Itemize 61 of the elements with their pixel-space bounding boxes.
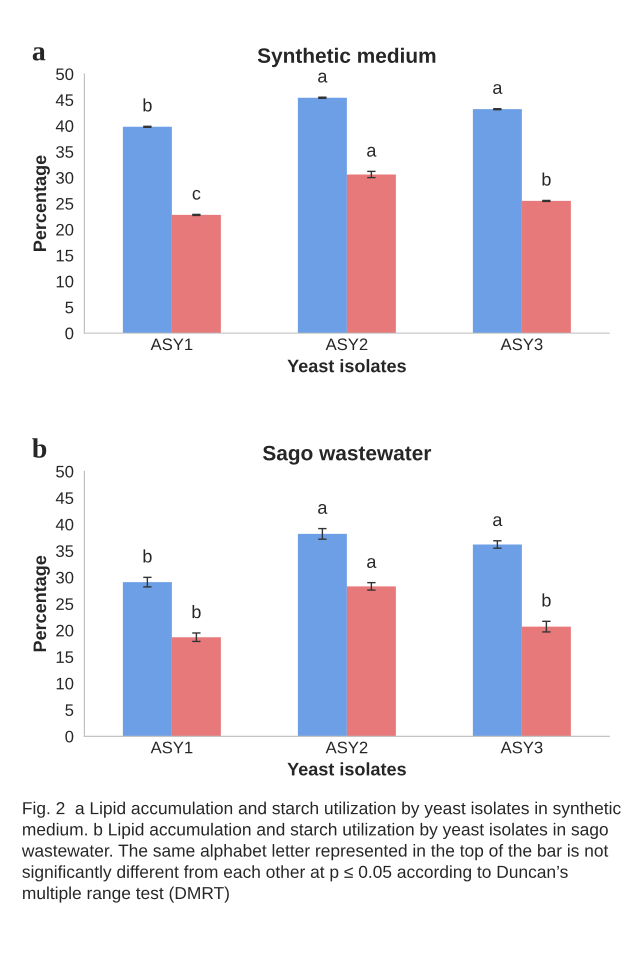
bar <box>472 109 522 334</box>
annotation: b <box>542 593 551 607</box>
x-axis-title: Yeast isolates <box>287 359 406 372</box>
y-tick-label: 30 <box>56 572 74 584</box>
text: b <box>32 438 46 458</box>
annotation: a <box>318 72 328 83</box>
annotation: b <box>144 98 152 112</box>
y-tick-label: 0 <box>65 328 74 340</box>
y-tick-label: 5 <box>65 302 74 314</box>
bar <box>172 637 221 736</box>
y-tick-label: 15 <box>56 250 74 262</box>
bar <box>346 174 396 334</box>
x-tick-label: ASY3 <box>500 338 542 350</box>
y-tick-label: 0 <box>65 730 74 743</box>
annotation: a <box>318 504 328 514</box>
y-tick-label: 25 <box>56 598 74 610</box>
chart-title: Sago wastewater <box>262 446 432 465</box>
bar <box>122 582 172 736</box>
bar <box>522 200 571 334</box>
text: a <box>32 47 46 60</box>
x-tick-label: ASY2 <box>326 338 368 350</box>
bar <box>122 126 172 334</box>
bar <box>298 534 347 736</box>
y-tick-label: 5 <box>65 704 74 716</box>
x-tick-label: ASY3 <box>500 742 542 754</box>
annotation: a <box>367 146 376 157</box>
y-tick-label: 20 <box>56 624 74 637</box>
annotation: a <box>493 84 502 94</box>
annotation: a <box>367 558 376 568</box>
y-tick-label: 35 <box>56 146 74 158</box>
annotation: b <box>144 549 152 563</box>
bar <box>298 98 347 334</box>
y-tick-label: 35 <box>56 545 74 558</box>
annotation: c <box>192 190 200 200</box>
x-tick-label: ASY1 <box>150 338 192 350</box>
y-tick-label: 20 <box>56 224 74 236</box>
y-axis-title: Percentage <box>34 556 50 652</box>
x-tick-label: ASY2 <box>326 742 368 754</box>
annotation: b <box>192 605 201 618</box>
y-tick-label: 45 <box>56 492 74 504</box>
caption: Fig. 2 a Lipid accumulation and starch utilization by yeast isolates in synthetic medium. b Lipid accumulation and starch utilization by yeast isolates in sago wastewater. The same alphabet letter represented in the top of the bar is not significantly different from each other at p ≤ 0.05 according to Duncan’s multiple range test (DMRT) <box>22 802 621 903</box>
y-tick-label: 50 <box>56 466 74 478</box>
y-tick-label: 40 <box>56 120 74 132</box>
y-tick-label: 10 <box>56 678 74 690</box>
chart-title: Synthetic medium <box>258 48 436 68</box>
bar <box>172 214 221 334</box>
bar <box>522 626 571 736</box>
y-tick-label: 50 <box>56 68 74 80</box>
x-tick-label: ASY1 <box>150 742 192 754</box>
y-tick-label: 25 <box>56 198 74 210</box>
y-tick-label: 30 <box>56 172 74 184</box>
annotation: b <box>542 172 551 186</box>
bar <box>346 586 396 736</box>
annotation: a <box>493 516 502 526</box>
x-axis-title: Yeast isolates <box>287 762 406 776</box>
y-tick-label: 15 <box>56 651 74 664</box>
y-tick-label: 10 <box>56 276 74 288</box>
y-tick-label: 40 <box>56 518 74 531</box>
y-axis-title: Percentage <box>34 155 50 251</box>
y-tick-label: 45 <box>56 94 74 106</box>
bar <box>472 544 522 736</box>
